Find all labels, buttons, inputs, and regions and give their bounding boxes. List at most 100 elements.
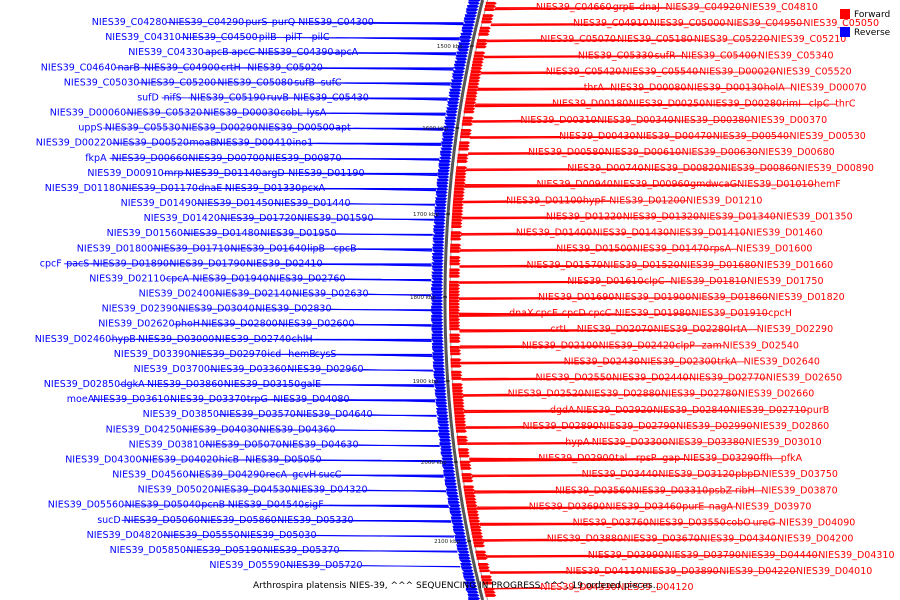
forward-gene-label[interactable]: NIES39_D02520	[508, 389, 584, 400]
reverse-gene-label[interactable]: NIES39_D02970	[191, 349, 267, 360]
forward-gene-label[interactable]: cpcC	[588, 308, 611, 319]
forward-gene-label[interactable]: NIES39_D00860	[721, 163, 797, 174]
forward-gene-label[interactable]: NIES39_C05400	[681, 50, 757, 61]
reverse-gene-label[interactable]: purQ	[272, 17, 295, 28]
reverse-gene-label[interactable]: NIES39_D04820	[87, 530, 163, 541]
forward-gene-label[interactable]: grpE	[613, 2, 635, 13]
forward-gene-label[interactable]: pfkA	[781, 453, 803, 464]
forward-gene-label[interactable]: NIES39_C05420	[546, 66, 622, 77]
reverse-gene-label[interactable]: NIES39_D04560	[112, 470, 188, 481]
forward-gene-label[interactable]: NIES39_D00470	[636, 131, 712, 142]
reverse-gene-label[interactable]: NIES39_C05030	[64, 77, 140, 88]
forward-gene-label[interactable]: NIES39_C05180	[617, 34, 693, 45]
forward-gene-label[interactable]: NIES39_D02890	[523, 421, 599, 432]
forward-gene-label[interactable]: ffh	[760, 453, 773, 464]
reverse-gene-label[interactable]: NIES39_D01710	[154, 243, 230, 254]
forward-gene-label[interactable]: NIES39_D03380	[669, 437, 745, 448]
forward-gene-label[interactable]: NIES39_D01460	[746, 228, 822, 239]
reverse-gene-label[interactable]: apt	[335, 123, 351, 134]
reverse-gene-label[interactable]: NIES39_D04640	[296, 409, 372, 420]
reverse-gene-label[interactable]: NIES39_D02600	[278, 319, 354, 330]
forward-gene-label[interactable]: NIES39_D01220	[546, 211, 622, 222]
reverse-gene-label[interactable]: NIES39_D05550	[163, 530, 239, 541]
forward-gene-label[interactable]: nagA	[709, 501, 734, 512]
forward-gene-label[interactable]: NIES39_D00960	[613, 179, 689, 190]
forward-gene-label[interactable]: clpC	[644, 276, 665, 287]
forward-gene-label[interactable]: thrA	[584, 83, 605, 94]
reverse-gene-label[interactable]: ruvB	[267, 92, 289, 103]
forward-gene-label[interactable]: cobO	[726, 518, 751, 529]
forward-gene-label[interactable]: NIES39_D04110	[566, 566, 642, 577]
reverse-gene-label[interactable]: NIES39_D03570	[219, 409, 295, 420]
forward-gene-label[interactable]: NIES39_D02540	[723, 340, 799, 351]
forward-gene-label[interactable]: NIES39_D01820	[768, 292, 844, 303]
reverse-gene-label[interactable]: NIES39_D05560	[48, 500, 124, 511]
reverse-gene-label[interactable]: pilC	[312, 32, 330, 43]
forward-gene-label[interactable]: rimI	[782, 99, 801, 110]
forward-gene-label[interactable]: NIES39_D03990	[588, 550, 664, 561]
forward-gene-label[interactable]: NIES39_C05220	[694, 34, 770, 45]
forward-gene-label[interactable]: NIES39_D02990	[676, 421, 752, 432]
reverse-gene-label[interactable]: pcxA	[302, 183, 326, 194]
forward-gene-label[interactable]: ribH	[735, 485, 755, 496]
forward-gene-label[interactable]: NIES39_D03880	[547, 534, 623, 545]
forward-gene-label[interactable]: hypA	[565, 437, 590, 448]
forward-gene-label[interactable]: dnaX	[509, 308, 534, 319]
reverse-gene-label[interactable]: NIES39_C05430	[293, 92, 369, 103]
forward-gene-label[interactable]: dnaJ	[639, 2, 660, 13]
forward-gene-label[interactable]: NIES39_D02780	[661, 389, 737, 400]
forward-gene-label[interactable]: NIES39_D00820	[644, 163, 720, 174]
forward-gene-label[interactable]: NIES39_D01410	[670, 228, 746, 239]
forward-gene-label[interactable]: NIES39_D04220	[719, 566, 795, 577]
forward-gene-label[interactable]: NIES39_D04330	[540, 582, 616, 593]
reverse-gene-label[interactable]: NIES39_D03850	[143, 409, 219, 420]
reverse-gene-label[interactable]: argD	[262, 168, 285, 179]
reverse-gene-label[interactable]: NIES39_D03360	[210, 364, 286, 375]
reverse-gene-label[interactable]: NIES39_C05080	[217, 77, 293, 88]
reverse-gene-label[interactable]: NIES39_D04080	[273, 394, 349, 405]
reverse-gene-label[interactable]: NIES39_D04030	[182, 424, 258, 435]
forward-gene-label[interactable]: NIES39_D02440	[612, 373, 688, 384]
reverse-gene-label[interactable]: NIES39_D02390	[102, 304, 178, 315]
forward-gene-label[interactable]: NIES39_D02880	[584, 389, 660, 400]
forward-gene-label[interactable]: NIES39_D01340	[700, 211, 776, 222]
reverse-gene-label[interactable]: NIES39_D02960	[287, 364, 363, 375]
forward-gene-label[interactable]: NIES39_C05540	[623, 66, 699, 77]
forward-gene-label[interactable]: NIES39_D01980	[615, 308, 691, 319]
reverse-gene-label[interactable]: sufB	[294, 77, 315, 88]
reverse-gene-label[interactable]: lysA	[307, 108, 327, 119]
forward-gene-label[interactable]: NIES39_D03560	[555, 485, 631, 496]
reverse-gene-label[interactable]: purS	[245, 17, 267, 28]
forward-gene-label[interactable]: NIES39_D02430	[564, 356, 640, 367]
reverse-gene-label[interactable]: NIES39_D01170	[122, 183, 198, 194]
forward-gene-label[interactable]: NIES39_D02660	[738, 389, 814, 400]
forward-gene-label[interactable]: thrC	[835, 99, 856, 110]
forward-gene-label[interactable]: rpsP	[636, 453, 657, 464]
reverse-gene-label[interactable]: NIES39_D00290	[182, 123, 258, 134]
forward-gene-label[interactable]: NIES39_D03460	[606, 501, 682, 512]
forward-gene-label[interactable]: NIES39_C05070	[540, 34, 616, 45]
reverse-gene-label[interactable]: NIES39_D00220	[36, 138, 112, 149]
reverse-gene-label[interactable]: NIES39_C04280	[92, 17, 168, 28]
forward-gene-label[interactable]: NIES39_D01660	[757, 260, 833, 271]
forward-gene-label[interactable]: NIES39_D03970	[735, 501, 811, 512]
reverse-gene-label[interactable]: apcC	[231, 47, 255, 58]
reverse-gene-label[interactable]: NIES39_D05050	[245, 454, 321, 465]
forward-gene-label[interactable]: NIES39_D02550	[536, 373, 612, 384]
forward-gene-label[interactable]: NIES39_D01810	[670, 276, 746, 287]
forward-gene-label[interactable]: NIES39_D02900	[538, 453, 614, 464]
reverse-gene-label[interactable]: NIES39_D04290	[189, 470, 265, 481]
forward-gene-label[interactable]: NIES39_D00610	[605, 147, 681, 158]
reverse-gene-label[interactable]: ino1	[293, 138, 314, 149]
reverse-gene-label[interactable]: NIES39_D04360	[259, 424, 335, 435]
forward-gene-label[interactable]: NIES39_D03120	[658, 469, 734, 480]
reverse-gene-label[interactable]: NIES39_D01950	[260, 228, 336, 239]
reverse-gene-label[interactable]: hypB	[112, 334, 136, 345]
reverse-gene-label[interactable]: chlH	[292, 334, 313, 345]
reverse-gene-label[interactable]: NIES39_D02740	[215, 334, 291, 345]
forward-gene-label[interactable]: NIES39_D02420	[599, 340, 675, 351]
reverse-gene-label[interactable]: pacS	[66, 258, 89, 269]
reverse-gene-label[interactable]: NIES39_D05330	[277, 515, 353, 526]
reverse-gene-label[interactable]: NIES39_D00500	[258, 123, 334, 134]
reverse-gene-label[interactable]: NIES39_D04320	[291, 485, 367, 496]
